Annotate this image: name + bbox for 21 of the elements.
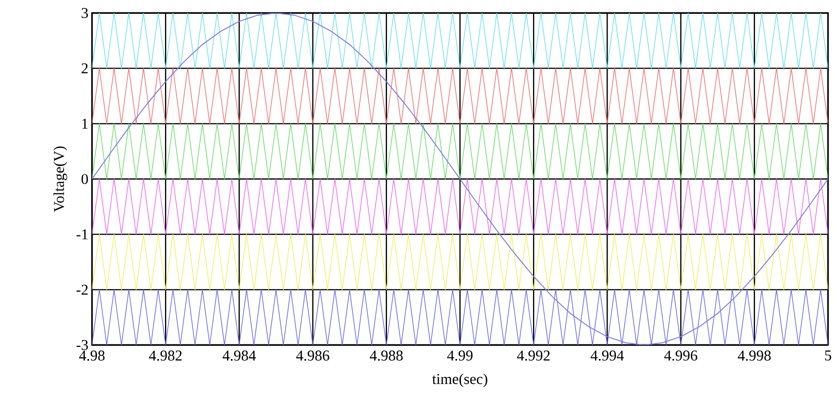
x-tick-label: 4.998	[738, 350, 771, 361]
x-tick-label: 4.982	[149, 350, 182, 361]
y-tick-label: -1	[76, 229, 88, 240]
x-tick-label: 4.99	[447, 350, 473, 361]
x-tick-label: 4.996	[664, 350, 698, 361]
y-tick-label: 2	[82, 63, 88, 74]
y-tick-label: -3	[76, 340, 88, 350]
x-tick-label: 4.984	[222, 350, 256, 361]
x-tick-label: 4.986	[296, 350, 330, 361]
y-tick-label: 1	[82, 118, 88, 129]
x-tick-label: 4.992	[517, 350, 550, 361]
x-tick-label: 4.988	[370, 350, 403, 361]
y-tick-label: 3	[82, 8, 88, 18]
x-tick-label: 5	[825, 350, 832, 360]
y-tick-label: -2	[76, 284, 88, 295]
y-axis-title: Voltage(V)	[54, 146, 68, 212]
x-axis-title: time(sec)	[432, 374, 488, 388]
line-series	[92, 12, 828, 345]
y-tick-label: 0	[82, 174, 88, 184]
x-tick-label: 4.994	[590, 350, 624, 361]
x-tick-label: 4.98	[79, 350, 105, 361]
